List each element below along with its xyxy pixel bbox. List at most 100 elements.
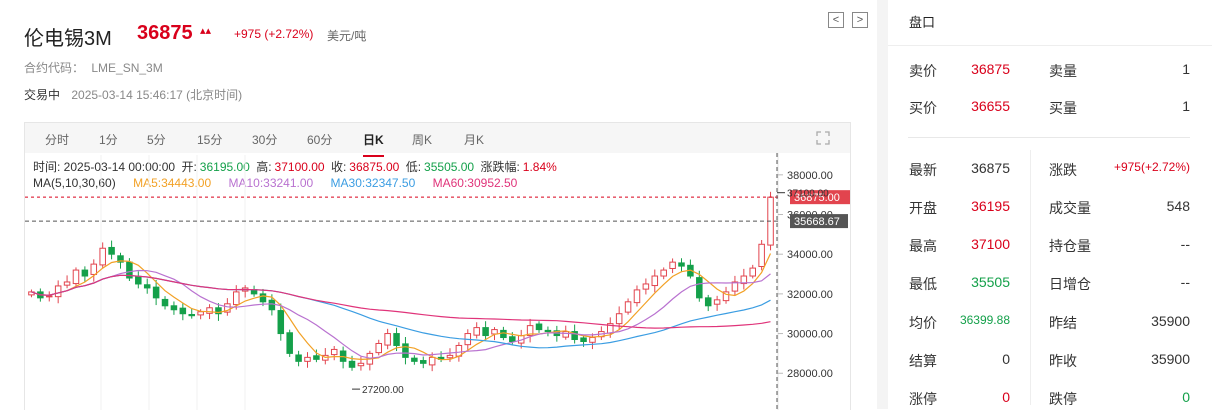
candle	[295, 354, 302, 362]
last-price-tag-text: 36875.00	[794, 192, 840, 204]
candle	[580, 337, 587, 342]
candle	[63, 281, 71, 286]
fullscreen-icon[interactable]	[816, 131, 830, 145]
prev-button[interactable]: <	[828, 12, 844, 28]
buy-price-label: 买价	[909, 100, 937, 116]
tab-fenshi[interactable]: 分时	[45, 133, 70, 147]
y-tick-label: 38000.00	[787, 170, 833, 182]
candle	[304, 356, 311, 362]
divider	[888, 45, 1212, 46]
trading-status: 交易中 2025-03-14 15:46:17 (北京时间)	[24, 86, 242, 103]
candle	[758, 243, 765, 268]
quote-value: +975(+2.72%)	[1113, 160, 1190, 174]
next-button[interactable]: >	[852, 12, 868, 28]
kline-chart[interactable]: 38000.0036000.0034000.0032000.0030000.00…	[25, 153, 850, 410]
price-change: +975 (+2.72%)	[234, 27, 314, 41]
quote-value: 548	[1166, 198, 1190, 214]
candle	[473, 327, 480, 336]
quote-label: 昨结	[1049, 315, 1077, 331]
info-open-label: 开:	[181, 160, 197, 174]
candle	[651, 275, 659, 287]
candle	[411, 357, 418, 362]
quote-label: 最低	[909, 276, 937, 292]
candle	[161, 298, 169, 307]
candle	[696, 277, 703, 299]
quote-value: 35505	[971, 274, 1010, 290]
chart-panel: 分时 1分 5分 15分 30分 60分 日K 周K 月K 时间: 2025-0…	[24, 122, 851, 410]
candle	[749, 267, 756, 277]
candle	[259, 293, 267, 303]
quote-value: --	[1180, 274, 1190, 290]
candle	[348, 360, 356, 368]
tab-15min[interactable]: 15分	[197, 133, 223, 147]
info-amp-label: 涨跌幅:	[480, 160, 520, 174]
candle	[179, 307, 187, 315]
tab-1min[interactable]: 1分	[99, 133, 118, 147]
candle	[731, 281, 739, 292]
candle	[286, 332, 293, 354]
candle	[81, 269, 89, 277]
candle	[206, 307, 213, 314]
crosshair-tag	[790, 214, 848, 229]
candle	[108, 246, 115, 255]
ma-label: MA(5,10,30,60)	[33, 176, 116, 190]
candle	[704, 297, 712, 307]
candle	[660, 269, 667, 277]
price-unit: 美元/吨	[327, 29, 367, 43]
candle	[544, 329, 552, 333]
quote-value: 36399.88	[959, 313, 1010, 327]
y-tick-label: 28000.00	[787, 368, 833, 380]
candle	[678, 262, 685, 267]
ohlc-info: 时间: 2025-03-14 00:00:00 开: 36195.00 高: 371…	[33, 158, 560, 175]
tab-5min[interactable]: 5分	[147, 133, 166, 147]
tab-30min[interactable]: 30分	[252, 133, 278, 147]
period-tabs: 分时 1分 5分 15分 30分 60分 日K 周K 月K	[25, 123, 850, 157]
ma5-line	[31, 253, 772, 361]
candle	[135, 275, 142, 285]
tab-60min[interactable]: 60分	[307, 133, 333, 147]
quote-label: 结算	[909, 353, 937, 369]
last-price-tag	[790, 190, 850, 205]
candle	[633, 289, 641, 304]
candle	[624, 301, 632, 313]
tab-monthly-k[interactable]: 月K	[464, 133, 485, 147]
candle	[277, 310, 285, 335]
candle	[384, 333, 391, 346]
candle	[90, 263, 98, 275]
info-high-label: 高:	[256, 160, 272, 174]
quote-value: --	[1180, 236, 1190, 252]
candle	[402, 343, 409, 358]
quote-value: 36195	[971, 198, 1010, 214]
instrument-title: 伦电锡3M	[24, 28, 112, 50]
tab-daily-k[interactable]: 日K	[363, 133, 384, 157]
order-book-panel	[888, 0, 1212, 409]
quote-value: 35900	[1151, 351, 1190, 367]
tab-weekly-k[interactable]: 周K	[412, 133, 433, 147]
candle	[589, 337, 596, 343]
candle	[562, 331, 569, 338]
candle	[669, 261, 676, 269]
info-high: 37100.00	[274, 160, 325, 174]
candle	[313, 355, 320, 360]
status-text: 交易中	[24, 88, 61, 102]
ma60-line	[31, 274, 771, 329]
quote-label: 成交量	[1049, 200, 1091, 216]
candle	[615, 313, 623, 325]
info-low: 35505.00	[424, 160, 475, 174]
ma-info: MA(5,10,30,60) MA5:34443.00 MA10:33241.0…	[33, 176, 520, 190]
y-tick-label: 32000.00	[787, 289, 833, 301]
info-low-label: 低:	[405, 160, 422, 174]
quote-label: 日增仓	[1049, 276, 1091, 292]
status-timestamp: 2025-03-14 15:46:17 (北京时间)	[71, 88, 243, 102]
sell-volume-label: 卖量	[1049, 63, 1077, 79]
candle	[526, 325, 534, 337]
candle	[357, 362, 365, 367]
quote-label: 最新	[909, 162, 937, 178]
candle	[72, 269, 80, 285]
ma60-value: MA60:30952.50	[432, 176, 518, 190]
candle	[500, 329, 507, 339]
contract-code: 合约代码： LME_SN_3M	[24, 59, 163, 76]
divider	[1030, 150, 1031, 405]
sell-price-value: 36875	[971, 61, 1010, 77]
candle	[233, 291, 240, 306]
